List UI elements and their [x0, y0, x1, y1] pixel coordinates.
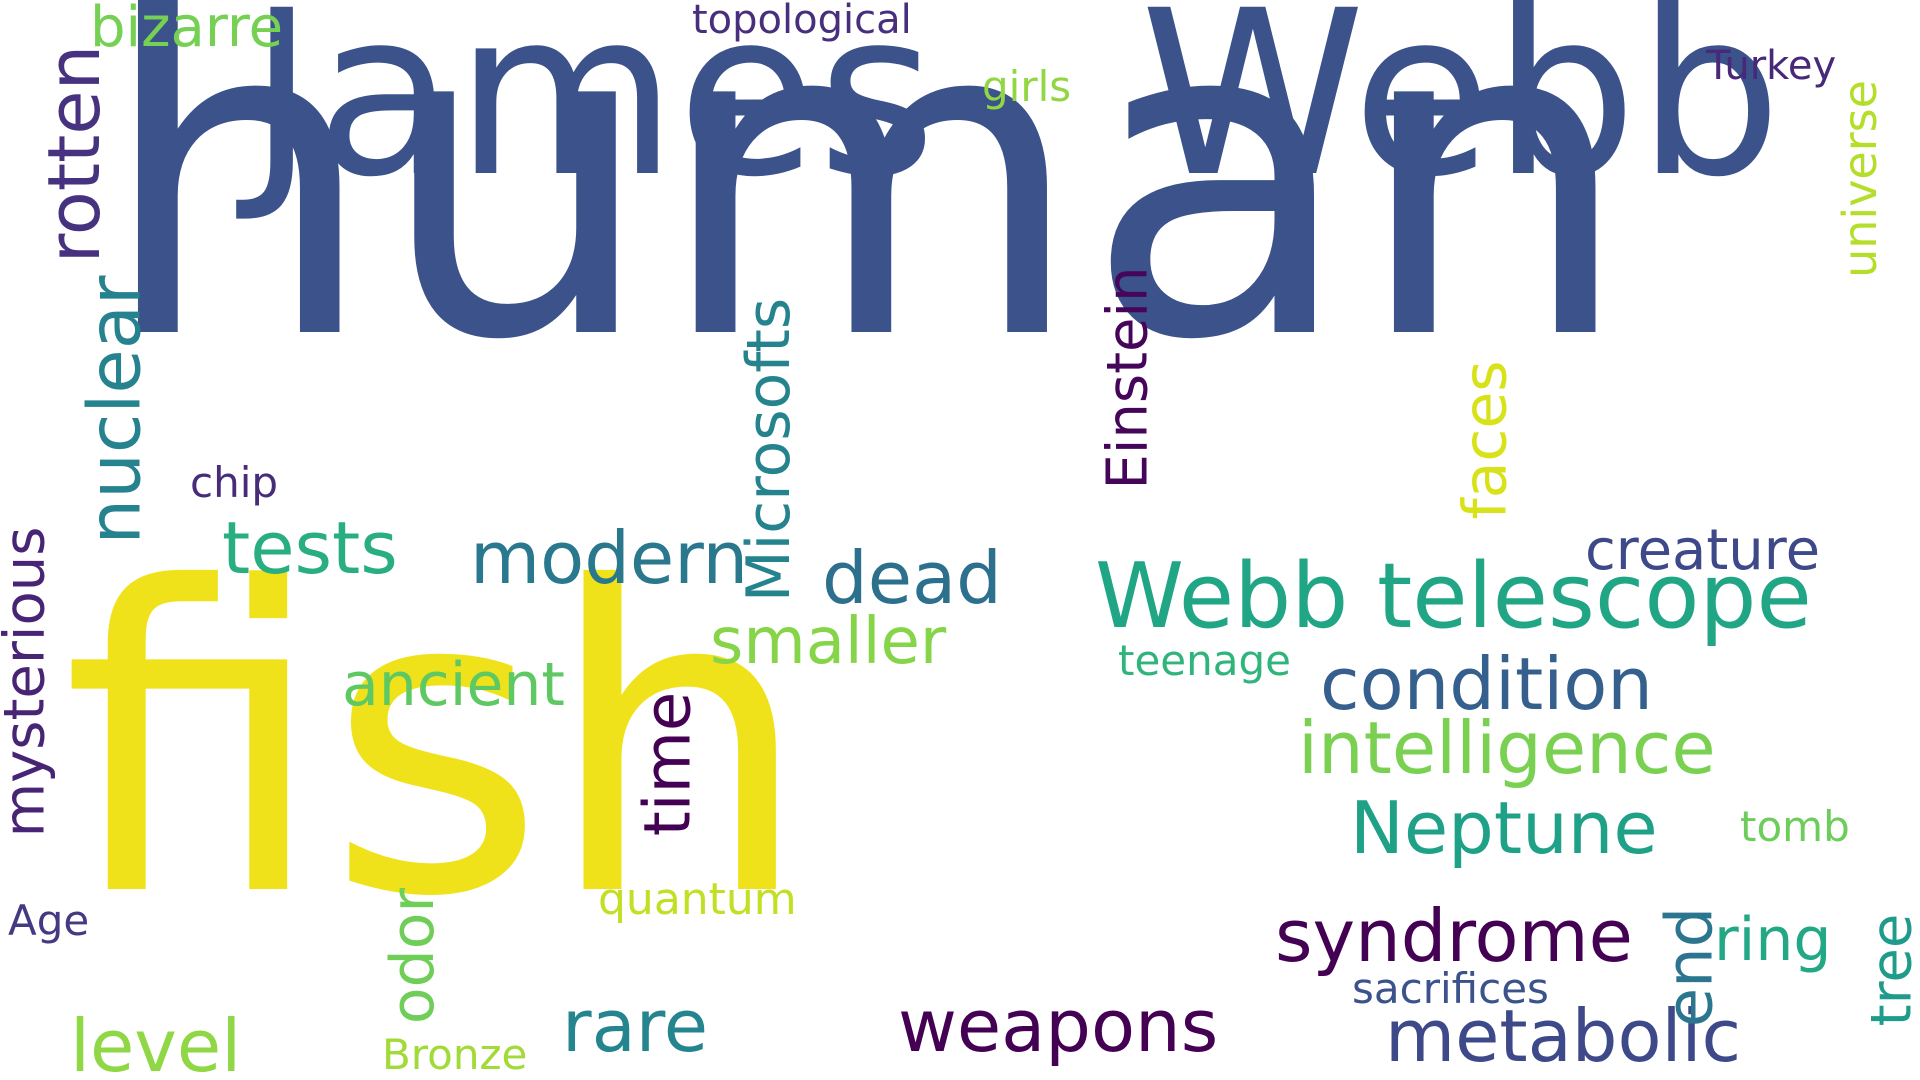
word-faces: faces: [1450, 360, 1521, 520]
word-rare: rare: [562, 984, 709, 1068]
word-sacrifices: sacrifices: [1352, 964, 1549, 1013]
word-tomb: tomb: [1740, 802, 1850, 851]
word-metabolic: metabolic: [1385, 994, 1742, 1078]
word-rotten: rotten: [32, 44, 117, 264]
word-mysterious: mysterious: [0, 526, 58, 838]
word-ring: ring: [1714, 905, 1832, 975]
word-modern: modern: [470, 516, 749, 600]
word-einstein: Einstein: [1095, 266, 1161, 490]
word-ancient: ancient: [342, 650, 565, 720]
word-human: human: [98, 0, 1633, 436]
word-dead: dead: [822, 536, 1002, 620]
word-time: time: [631, 691, 706, 837]
word-james: James: [248, 0, 937, 227]
word-quantum: quantum: [598, 874, 797, 925]
word-neptune: Neptune: [1350, 786, 1658, 870]
word-bronze: Bronze: [382, 1030, 528, 1079]
word-syndrome: syndrome: [1275, 894, 1633, 978]
word-tests: tests: [222, 506, 398, 590]
word-weapons: weapons: [898, 984, 1219, 1068]
word-fish: fish: [62, 500, 812, 989]
word-odor: odor: [378, 887, 449, 1025]
word-smaller: smaller: [710, 605, 947, 679]
word-age: Age: [8, 896, 90, 945]
word-turkey: Turkey: [1706, 43, 1837, 89]
word-creature: creature: [1585, 518, 1821, 583]
word-universe: universe: [1832, 80, 1887, 278]
word-tree: tree: [1859, 913, 1920, 1027]
word-microsofts: Microsofts: [734, 297, 805, 603]
word-topological: topological: [692, 0, 912, 43]
word-teenage: teenage: [1118, 636, 1292, 685]
word-nuclear: nuclear: [72, 275, 157, 545]
word-intelligence: intelligence: [1298, 706, 1716, 790]
word-condition: condition: [1320, 642, 1653, 726]
word-end: end: [1653, 906, 1728, 1028]
word-bizarre: bizarre: [90, 0, 284, 60]
word-level: level: [70, 1004, 242, 1080]
word-girls: girls: [982, 62, 1072, 111]
word-webb-telescope: Webb telescope: [1095, 544, 1812, 649]
word-webb: Webb: [1140, 0, 1782, 227]
word-chip: chip: [190, 458, 279, 507]
